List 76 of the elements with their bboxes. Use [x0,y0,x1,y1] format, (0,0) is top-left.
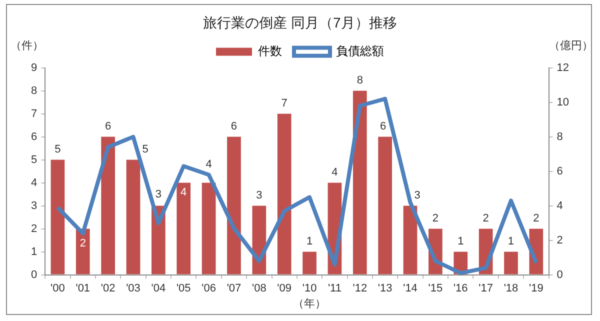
y-tick-label: 3 [30,200,38,212]
x-tick-label: '00 [50,282,65,294]
y-tick-label: 0 [30,268,38,281]
data-label: 1 [508,235,514,248]
bar [302,252,316,274]
x-tick-label: '02 [100,282,116,294]
x-tick-label: '07 [226,282,242,294]
bar [227,136,241,274]
bar [50,160,65,274]
x-tick-label: '03 [126,282,140,294]
chart-title: 旅行業の倒産 同月（7月）推移 [203,14,397,30]
data-label: 2 [80,237,86,250]
data-label: 4 [180,186,187,198]
y-tick-label: 8 [30,84,38,97]
y-tick-label: 2 [30,222,38,235]
y2-axis-title: （億円） [548,38,593,52]
bar [101,136,115,274]
x-tick-label: '19 [529,282,544,294]
data-label: 5 [54,143,61,156]
data-label: 6 [230,120,238,132]
x-tick-label: '05 [176,282,191,294]
data-label: 4 [206,158,212,170]
x-tick-label: '09 [277,282,292,294]
data-label: 3 [256,189,262,202]
y-tick-label: 4 [30,176,38,189]
y-tick-label: 6 [30,130,38,143]
data-label: 4 [332,166,338,178]
bar [403,206,418,274]
data-label: 2 [482,212,489,224]
bar [504,252,518,274]
data-label: 7 [281,97,288,110]
x-tick-label: '16 [453,282,468,294]
y2-tick-label: 2 [556,234,563,246]
x-tick-label: '14 [403,282,418,294]
data-label: 8 [356,74,363,86]
data-label: 3 [414,189,420,202]
bar [352,90,367,274]
x-tick-label: '13 [378,282,392,294]
x-tick-label: '15 [428,282,443,294]
y2-tick-label: 0 [556,268,563,281]
y-axis-title: （件） [10,40,44,52]
x-tick-label: '01 [76,282,90,294]
data-label: 2 [432,212,439,224]
bar [176,182,191,274]
x-tick-label: '17 [478,282,493,294]
x-tick-label: '18 [504,282,518,294]
x-tick-label: '06 [202,282,216,294]
data-label: 5 [142,143,148,156]
data-label: 6 [380,120,386,132]
y-tick-label: 9 [30,62,38,74]
data-label: 1 [306,235,313,248]
x-tick-label: '10 [302,282,317,294]
data-label: 6 [105,120,112,132]
y2-tick-label: 12 [556,62,570,74]
x-tick-label: '04 [151,282,166,294]
legend-label: 件数 [258,44,282,58]
y-tick-label: 1 [30,246,38,258]
x-axis-title: （年） [293,298,326,310]
y-tick-label: 7 [30,108,38,120]
legend-label: 負債総額 [336,44,384,58]
data-label: 1 [458,235,464,248]
y2-tick-label: 8 [556,130,563,143]
bar [277,114,292,274]
y2-tick-label: 4 [556,200,563,212]
y-tick-label: 5 [30,154,38,166]
x-tick-label: '12 [352,282,368,294]
x-tick-label: '08 [252,282,266,294]
y2-tick-label: 6 [556,165,563,178]
data-label: 2 [533,212,540,224]
bar [378,136,392,274]
y2-tick-label: 10 [556,96,570,108]
x-tick-label: '11 [328,282,342,294]
bar [202,182,216,274]
bar [76,228,90,274]
bar [126,160,140,274]
data-label: 3 [155,188,162,200]
